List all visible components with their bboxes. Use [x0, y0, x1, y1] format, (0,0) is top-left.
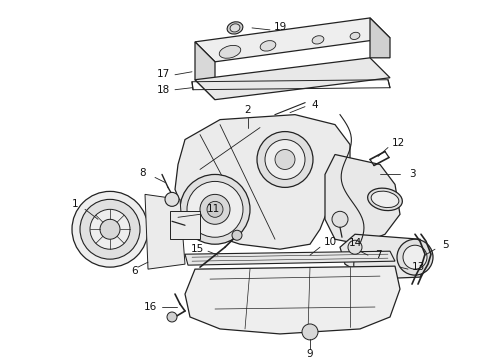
- Text: 18: 18: [156, 85, 170, 95]
- Text: 2: 2: [245, 105, 251, 114]
- Ellipse shape: [227, 22, 243, 34]
- Text: 10: 10: [323, 237, 337, 247]
- Polygon shape: [325, 154, 400, 244]
- Bar: [170, 211, 200, 239]
- Text: 19: 19: [273, 22, 287, 32]
- Circle shape: [348, 240, 362, 254]
- Circle shape: [265, 140, 305, 179]
- Circle shape: [187, 181, 243, 237]
- Text: 7: 7: [375, 250, 381, 260]
- Text: 17: 17: [156, 69, 170, 79]
- Circle shape: [232, 230, 242, 240]
- Circle shape: [72, 192, 148, 267]
- Text: 11: 11: [206, 204, 220, 214]
- Circle shape: [332, 211, 348, 227]
- Circle shape: [80, 199, 140, 259]
- Text: 4: 4: [312, 100, 318, 110]
- Text: 1: 1: [72, 199, 78, 210]
- Text: 9: 9: [307, 349, 313, 359]
- Text: 5: 5: [441, 240, 448, 250]
- Polygon shape: [195, 18, 390, 62]
- Text: 3: 3: [409, 170, 416, 179]
- Circle shape: [165, 192, 179, 206]
- Circle shape: [167, 312, 177, 322]
- Ellipse shape: [312, 36, 324, 44]
- Polygon shape: [370, 18, 390, 58]
- Ellipse shape: [350, 32, 360, 40]
- Polygon shape: [185, 251, 395, 265]
- Circle shape: [200, 194, 230, 224]
- Text: 15: 15: [191, 244, 204, 254]
- Circle shape: [302, 324, 318, 340]
- Circle shape: [207, 201, 223, 217]
- Text: 12: 12: [392, 138, 405, 148]
- Polygon shape: [145, 194, 185, 269]
- Ellipse shape: [260, 41, 276, 51]
- Ellipse shape: [230, 24, 240, 32]
- Circle shape: [403, 245, 427, 269]
- Polygon shape: [185, 266, 400, 334]
- Circle shape: [180, 175, 250, 244]
- Text: 6: 6: [132, 266, 138, 276]
- Circle shape: [90, 209, 130, 249]
- Circle shape: [397, 239, 433, 275]
- Polygon shape: [195, 42, 215, 100]
- Ellipse shape: [371, 191, 399, 208]
- Polygon shape: [175, 114, 350, 249]
- Circle shape: [275, 149, 295, 170]
- Polygon shape: [340, 234, 430, 279]
- Ellipse shape: [368, 188, 402, 211]
- Circle shape: [100, 219, 120, 239]
- Ellipse shape: [219, 45, 241, 58]
- Text: 13: 13: [412, 262, 425, 272]
- Circle shape: [257, 131, 313, 188]
- Text: 16: 16: [144, 302, 157, 312]
- Text: 14: 14: [348, 238, 362, 248]
- Polygon shape: [195, 58, 390, 100]
- Text: 8: 8: [140, 168, 147, 179]
